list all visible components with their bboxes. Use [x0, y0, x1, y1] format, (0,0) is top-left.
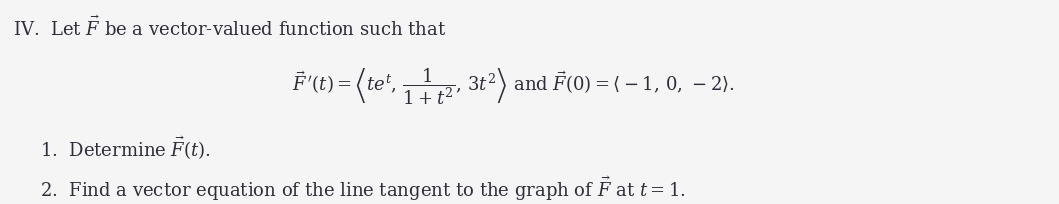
Text: IV.  Let $\vec{F}$ be a vector-valued function such that: IV. Let $\vec{F}$ be a vector-valued fun… [13, 16, 446, 40]
Text: $\vec{F}\,'(t) = \left\langle te^t,\, \dfrac{1}{1+t^2},\, 3t^2 \right\rangle$ an: $\vec{F}\,'(t) = \left\langle te^t,\, \d… [292, 67, 735, 107]
Text: 2.  Find a vector equation of the line tangent to the graph of $\vec{F}$ at $t =: 2. Find a vector equation of the line ta… [40, 175, 686, 203]
Text: 1.  Determine $\vec{F}(t)$.: 1. Determine $\vec{F}(t)$. [40, 134, 211, 161]
